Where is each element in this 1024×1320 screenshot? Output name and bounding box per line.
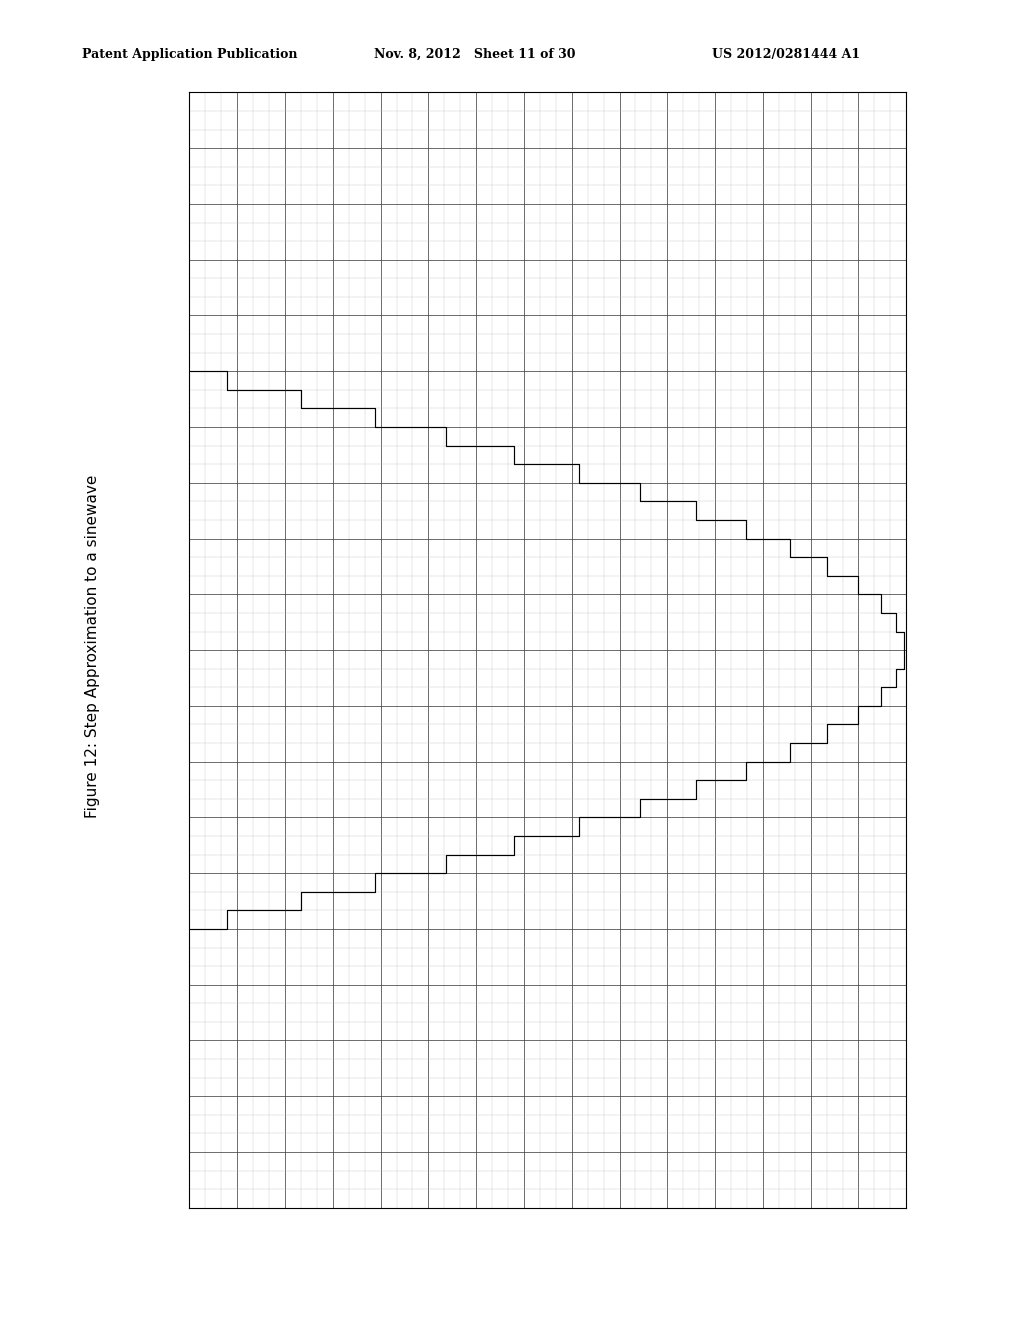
Text: US 2012/0281444 A1: US 2012/0281444 A1 — [712, 48, 860, 61]
Text: Nov. 8, 2012   Sheet 11 of 30: Nov. 8, 2012 Sheet 11 of 30 — [374, 48, 575, 61]
Text: Patent Application Publication: Patent Application Publication — [82, 48, 297, 61]
Text: Figure 12: Step Approximation to a sinewave: Figure 12: Step Approximation to a sinew… — [85, 475, 99, 818]
